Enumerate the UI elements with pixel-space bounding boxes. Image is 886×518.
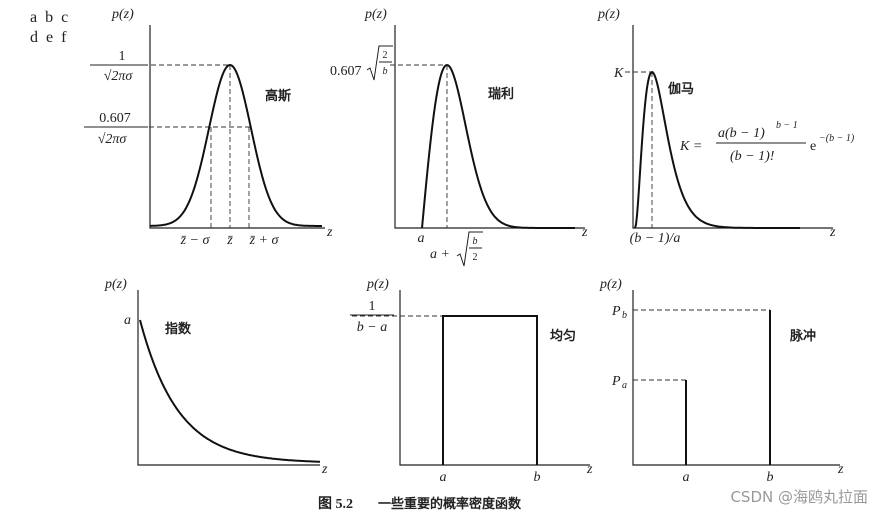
frac-den: b: [383, 66, 388, 77]
y-mark: a: [124, 313, 131, 328]
axes: [394, 25, 585, 229]
x-label: z: [321, 462, 328, 477]
formula-num: a(b − 1): [718, 126, 765, 141]
y-label: p(z): [104, 277, 127, 292]
title: 瑞利: [488, 86, 514, 102]
curve: [634, 70, 800, 229]
y-mark-sub: a: [622, 380, 627, 391]
x-mark: z̄: [226, 233, 233, 248]
x-mark: a: [418, 231, 425, 246]
x-mark: (b − 1)/a: [630, 231, 681, 246]
title: 伽马: [668, 81, 694, 97]
x-label: z: [581, 225, 588, 240]
y-label: p(z): [364, 7, 387, 22]
x-label: z: [326, 225, 333, 240]
panel-letter: d e f: [30, 29, 67, 46]
rayleigh-panel: p(z) z 瑞利 0.607 2 b a a + b 2: [330, 7, 588, 267]
y-label: p(z): [597, 7, 620, 22]
curve: [150, 63, 322, 227]
x-label: z: [586, 462, 593, 477]
curve: [442, 315, 538, 465]
exponential-panel: p(z) z 指数 a: [104, 277, 328, 477]
title: 指数: [165, 321, 192, 337]
guide: [625, 71, 653, 228]
frac-num: b: [473, 236, 478, 247]
y-mark: K: [613, 66, 624, 81]
impulse: [685, 310, 771, 465]
title: 高斯: [265, 88, 291, 104]
y-label: p(z): [599, 277, 622, 292]
frac-num: 1: [369, 299, 376, 314]
y-mark: P: [611, 304, 621, 319]
y-mark: P: [611, 374, 621, 389]
gaussian-panel: p(z) z 高斯 1 √2πσ 0.607 √2πσ z̄ − σ z̄ z̄…: [84, 7, 333, 248]
guide: [85, 64, 250, 228]
title: 均匀: [550, 328, 576, 344]
caption-text: 一些重要的概率密度函数: [378, 496, 522, 512]
frac-num: 1: [119, 49, 126, 64]
sqrt-sign: [366, 45, 393, 81]
formula-base: e: [810, 139, 816, 154]
x-mark: z̄ + σ: [249, 233, 280, 248]
caption-number: 图 5.2: [318, 496, 353, 512]
coef: 0.607: [330, 64, 362, 79]
formula-exp: −(b − 1): [819, 133, 855, 144]
guide: [390, 64, 448, 228]
frac-den: 2: [473, 252, 478, 263]
x-label: z: [837, 462, 844, 477]
curve: [139, 319, 320, 463]
x-mark: a: [683, 470, 690, 485]
x-mark: z̄ − σ: [180, 233, 211, 248]
formula-num-sup: b − 1: [776, 120, 798, 131]
uniform-panel: p(z) z 均匀 1 b − a a b: [350, 277, 593, 485]
axes: [632, 290, 840, 466]
frac-den: √2πσ: [104, 69, 134, 84]
x-mark: b: [767, 470, 774, 485]
gamma-panel: p(z) z 伽马 K (b − 1)/a K = a(b − 1) b − 1…: [597, 7, 855, 246]
x-mark: a: [440, 470, 447, 485]
title: 脉冲: [789, 328, 816, 344]
x-label: z: [829, 225, 836, 240]
x-mark: b: [534, 470, 541, 485]
y-label: p(z): [111, 7, 134, 22]
formula-den: (b − 1)!: [730, 149, 775, 164]
panel-letters: a b c d e f: [30, 9, 68, 46]
curve: [421, 63, 575, 229]
x-mark: a +: [430, 247, 450, 262]
watermark: CSDN @海鸥丸拉面: [730, 488, 868, 506]
formula-lhs: K =: [679, 139, 702, 154]
axes: [149, 25, 325, 229]
guide: [633, 309, 770, 381]
frac-den: √2πσ: [98, 132, 128, 147]
panel-letter: a b c: [30, 9, 68, 26]
y-label: p(z): [366, 277, 389, 292]
impulse-panel: p(z) z 脉冲 P b P a a b: [599, 277, 844, 485]
axes: [399, 290, 590, 466]
axes: [137, 290, 320, 466]
y-mark-sub: b: [622, 310, 627, 321]
frac-num: 2: [383, 50, 388, 61]
frac-den: b − a: [357, 320, 387, 335]
frac-num: 0.607: [99, 111, 131, 126]
sqrt-sign: [456, 231, 483, 267]
